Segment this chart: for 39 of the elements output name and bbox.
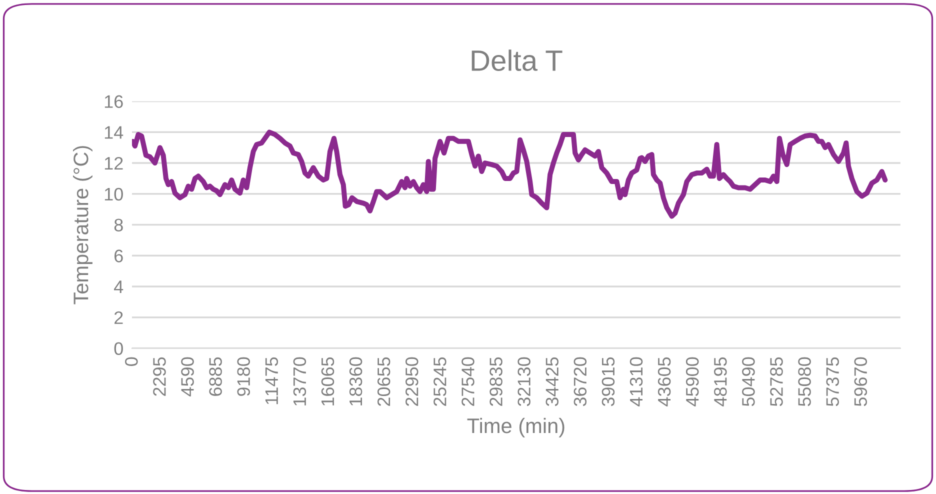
x-tick-label: 22950 — [405, 357, 418, 406]
x-tick-label: 4590 — [181, 357, 194, 396]
x-axis-title: Time (min) — [467, 418, 564, 438]
x-tick-label: 36720 — [574, 357, 587, 406]
y-tick-label: 12 — [104, 156, 123, 170]
y-tick-label: 8 — [114, 218, 123, 232]
y-axis-title: Temperature (°C) — [73, 146, 92, 304]
x-tick-label: 45900 — [686, 357, 699, 406]
x-tick-label: 39015 — [602, 357, 615, 406]
x-tick-label: 2295 — [153, 357, 166, 396]
y-tick-label: 2 — [114, 311, 123, 324]
x-tick-label: 59670 — [854, 357, 868, 406]
y-tick-label: 4 — [114, 280, 124, 294]
y-tick-label: 6 — [114, 250, 123, 262]
x-tick-label: 48195 — [714, 357, 727, 406]
x-tick-label: 50490 — [742, 357, 755, 406]
x-tick-label: 11475 — [265, 357, 278, 404]
chart-title: Delta T — [472, 50, 562, 71]
x-tick-label: 13770 — [293, 357, 306, 406]
y-tick-label: 14 — [104, 126, 124, 139]
x-tick-label: 57375 — [826, 357, 839, 406]
y-tick-label: 16 — [104, 95, 123, 108]
x-tick-label: 18360 — [349, 357, 362, 406]
x-tick-label: 32130 — [518, 357, 530, 406]
y-tick-label: 0 — [114, 342, 123, 355]
x-tick-label: 34425 — [546, 357, 559, 406]
x-tick-label: 6885 — [209, 357, 222, 396]
x-tick-label: 29835 — [490, 357, 502, 406]
x-tick-label: 25245 — [434, 357, 446, 406]
x-tick-label: 41310 — [630, 357, 643, 406]
x-tick-label: 0 — [125, 357, 138, 366]
x-tick-label: 16065 — [321, 357, 334, 406]
y-tick-label: 10 — [104, 188, 123, 201]
x-tick-label: 55080 — [798, 357, 811, 406]
x-tick-label: 9180 — [237, 357, 250, 396]
x-tick-label: 27540 — [462, 357, 474, 406]
x-tick-label: 52785 — [770, 357, 783, 406]
x-tick-label: 20655 — [377, 357, 390, 406]
x-tick-label: 43605 — [658, 357, 671, 406]
